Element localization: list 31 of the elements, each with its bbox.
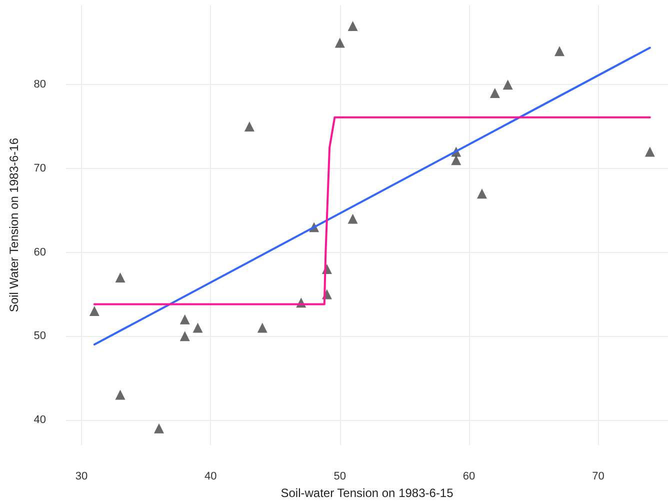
y-tick-label: 80 [34,78,46,91]
x-tick-label: 50 [334,470,346,483]
point [257,322,268,333]
point [154,423,164,434]
point [451,155,462,166]
y-tick-label: 70 [34,162,46,174]
y-tick-label: 40 [34,414,46,426]
x-tick-label: 70 [592,470,604,483]
point [644,146,655,157]
y-axis-title: Soil Water Tension on 1983-6-16 [7,138,21,312]
x-tick-label: 60 [462,470,476,483]
point [89,306,100,316]
point [502,80,513,90]
point [490,88,500,98]
point [115,390,126,400]
point [334,38,345,48]
point [348,214,358,224]
x-tick-label: 30 [75,470,88,483]
line-series [93,116,651,306]
point [554,46,564,56]
point [115,272,126,282]
point [180,331,190,342]
y-tick-label: 60 [34,246,46,258]
point [244,122,254,132]
x-axis-title: Soil-water Tension on 1983-6-15 [280,486,454,500]
point [192,322,203,333]
x-tick-label: 40 [204,470,217,483]
point [180,314,190,324]
point [348,20,358,31]
y-tick-label: 50 [34,330,46,342]
point [476,188,487,199]
